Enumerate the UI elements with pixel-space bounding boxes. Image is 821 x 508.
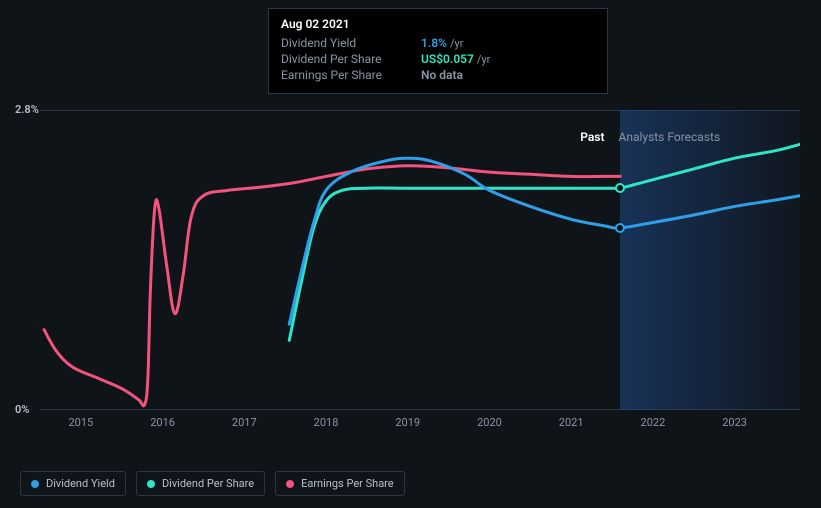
tooltip-key: Dividend Per Share	[281, 52, 421, 66]
tooltip-unit: /yr	[477, 53, 490, 66]
tooltip-row: Earnings Per ShareNo data	[281, 67, 595, 83]
legend-dot-icon	[147, 480, 155, 488]
tooltip-value: US$0.057	[421, 52, 474, 66]
x-tick-label: 2015	[68, 416, 93, 429]
x-tick-label: 2020	[477, 416, 502, 429]
x-axis: 2015 2016 2017 2018 2019 2020 2021 2022 2023	[40, 416, 800, 436]
legend-item[interactable]: Dividend Per Share	[136, 471, 265, 496]
chart-lines	[40, 110, 800, 410]
x-tick-label: 2021	[559, 416, 584, 429]
tooltip-row: Dividend Per ShareUS$0.057/yr	[281, 51, 595, 67]
series-marker	[615, 183, 625, 193]
series-marker	[615, 223, 625, 233]
tooltip-value: No data	[421, 68, 463, 82]
chart: PastAnalysts Forecasts 0%2.8% 2015201620…	[40, 110, 800, 440]
x-tick-label: 2022	[641, 416, 666, 429]
x-tick-label: 2019	[395, 416, 420, 429]
legend-label: Earnings Per Share	[301, 477, 394, 490]
legend-dot-icon	[286, 480, 294, 488]
tooltip-key: Earnings Per Share	[281, 68, 421, 82]
y-tick-label: 2.8%	[15, 103, 39, 116]
y-tick-label: 0%	[15, 403, 29, 416]
x-tick-label: 2023	[722, 416, 747, 429]
tooltip-value: 1.8%	[421, 36, 447, 50]
legend-label: Dividend Yield	[46, 477, 115, 490]
tooltip-date: Aug 02 2021	[281, 17, 595, 31]
legend-item[interactable]: Earnings Per Share	[275, 471, 405, 496]
x-tick-label: 2017	[232, 416, 257, 429]
x-tick-label: 2018	[314, 416, 339, 429]
tooltip-row: Dividend Yield1.8%/yr	[281, 35, 595, 51]
legend-item[interactable]: Dividend Yield	[20, 471, 126, 496]
plot-area[interactable]: PastAnalysts Forecasts	[40, 110, 800, 410]
legend-dot-icon	[31, 480, 39, 488]
tooltip-key: Dividend Yield	[281, 36, 421, 50]
series-earnings_per_share	[44, 166, 620, 406]
tooltip-unit: /yr	[450, 37, 463, 50]
chart-tooltip: Aug 02 2021 Dividend Yield1.8%/yrDividen…	[268, 8, 608, 94]
legend-label: Dividend Per Share	[162, 477, 254, 490]
series-dividend_yield	[289, 158, 800, 324]
x-tick-label: 2016	[150, 416, 175, 429]
legend: Dividend Yield Dividend Per Share Earnings…	[20, 471, 405, 496]
